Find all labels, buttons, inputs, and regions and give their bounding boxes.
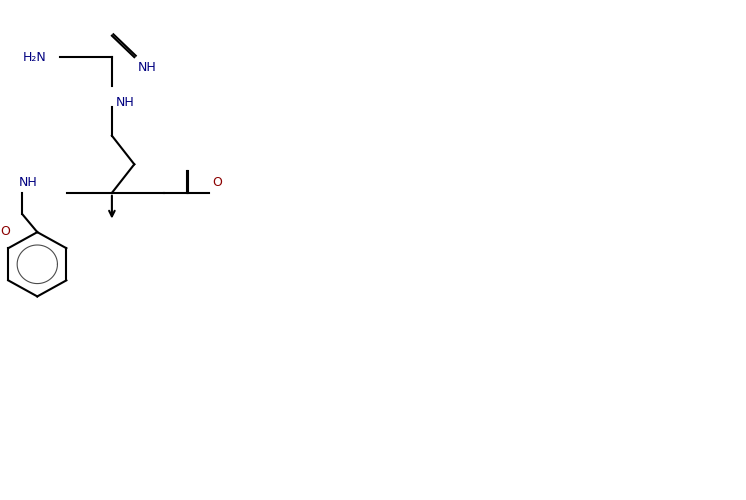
- Text: NH: NH: [138, 60, 157, 74]
- Text: H₂N: H₂N: [22, 50, 46, 64]
- Text: NH: NH: [19, 176, 37, 190]
- Text: O: O: [213, 176, 222, 190]
- Text: NH: NH: [116, 96, 134, 110]
- Text: O: O: [0, 225, 10, 238]
